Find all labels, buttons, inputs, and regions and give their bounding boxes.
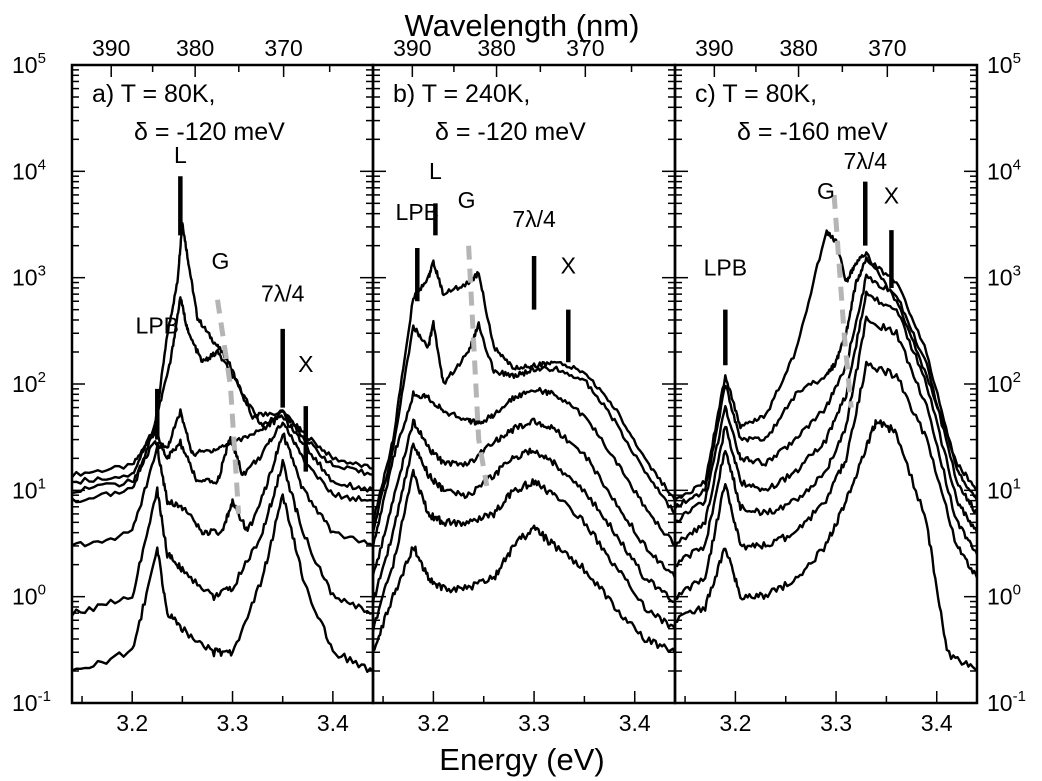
marker-label: 7λ/4 — [512, 206, 556, 232]
panel-c: 3.2 3.3 3.4 390 380 370 G LPB 7λ/4 Xc) T = 80K, δ … — [673, 35, 979, 736]
spectrum-line-b-6 — [373, 468, 675, 633]
panel-a: 3.2 3.3 3.4 390 380 370 G LPB L 7λ/4 Xa) T = 80K, δ… — [70, 35, 375, 736]
panel-title-line1: c) T = 80K, — [695, 80, 817, 108]
spectrum-line-a-6 — [72, 458, 373, 617]
x2-tick-label: 370 — [264, 35, 302, 61]
panel-b: 3.2 3.3 3.4 390 380 370 G LPB L 7λ/4Xb) T = 240K,… — [371, 35, 677, 736]
x2-tick-label: 380 — [477, 35, 515, 61]
x2-tick-label: 390 — [393, 35, 431, 61]
x-tick-label: 3.3 — [820, 710, 852, 736]
spectrum-line-c-4 — [675, 290, 977, 549]
g-guide-line — [215, 299, 242, 515]
spectrum-line-b-7 — [373, 524, 675, 653]
x-tick-label: 3.4 — [317, 710, 349, 736]
x-tick-label: 3.3 — [518, 710, 550, 736]
panel-frame — [371, 63, 677, 705]
y-tick-label: 100 — [987, 582, 1021, 610]
x2-tick-label: 390 — [92, 35, 130, 61]
top-axis-title: Wavelength (nm) — [405, 8, 640, 43]
marker-label: X — [298, 351, 313, 377]
g-label: G — [458, 187, 476, 213]
panel-title-line2: δ = -120 meV — [435, 118, 586, 146]
marker-label: X — [561, 252, 576, 278]
y-tick-label: 102 — [987, 369, 1021, 397]
spectrum-line-b-5 — [373, 442, 675, 604]
g-label: G — [212, 248, 230, 274]
panel-title-line2: δ = -120 meV — [134, 118, 285, 146]
x2-tick-label: 390 — [695, 35, 733, 61]
spectrum-line-a-7 — [72, 493, 373, 673]
panel-title-line2: δ = -160 meV — [737, 118, 888, 146]
x-tick-label: 3.4 — [921, 710, 953, 736]
spectrum-line-c-6 — [675, 360, 977, 600]
curves — [72, 222, 373, 673]
y-tick-label: 103 — [12, 263, 46, 291]
x-tick-label: 3.3 — [217, 710, 249, 736]
g-label: G — [817, 178, 835, 204]
y-tick-label: 105 — [987, 50, 1021, 78]
y-tick-label: 101 — [987, 475, 1021, 503]
spectrum-line-b-4 — [373, 417, 675, 579]
curves — [373, 259, 675, 653]
x2-tick-label: 370 — [868, 35, 906, 61]
curves — [675, 229, 977, 672]
panel-title-line1: a) T = 80K, — [92, 80, 215, 108]
y-tick-label: 104 — [987, 156, 1021, 184]
spectrum-line-b-2 — [373, 319, 675, 533]
x-tick-label: 3.2 — [719, 710, 751, 736]
spectrum-line-c-3 — [675, 273, 977, 523]
g-guide-line — [466, 245, 490, 487]
y-tick-label: 104 — [12, 156, 46, 184]
spectrum-line-c-1 — [675, 229, 977, 501]
x-tick-label: 3.2 — [417, 710, 449, 736]
spectrum-line-b-1 — [373, 259, 675, 522]
panel-title-line1: b) T = 240K, — [393, 80, 530, 108]
marker-label: 7λ/4 — [844, 148, 888, 174]
x-tick-label: 3.4 — [619, 710, 651, 736]
spectrum-line-c-5 — [675, 315, 977, 568]
spectrum-line-c-2 — [675, 256, 977, 510]
y-tick-label: 102 — [12, 369, 46, 397]
marker-label: LPB — [396, 199, 439, 225]
spectrum-line-b-3 — [373, 386, 675, 548]
marker-label: L — [174, 142, 187, 168]
marker-label: X — [884, 182, 899, 208]
spectrum-line-a-5 — [72, 432, 373, 548]
x-tick-label: 3.2 — [116, 710, 148, 736]
g-guide-line — [831, 194, 854, 408]
y-tick-labels-left: 10-1 100 101 102 103 104 105 — [12, 50, 51, 716]
y-tick-label: 10-1 — [12, 688, 51, 716]
x2-tick-label: 380 — [779, 35, 817, 61]
bottom-axis-title: Energy (eV) — [439, 742, 604, 777]
x2-tick-label: 380 — [176, 35, 214, 61]
spectrum-line-a-3 — [72, 408, 373, 495]
y-tick-label: 10-1 — [987, 688, 1026, 716]
y-tick-label: 103 — [987, 263, 1021, 291]
marker-label: LPB — [136, 312, 179, 338]
y-tick-label: 105 — [12, 50, 46, 78]
x2-tick-label: 370 — [566, 35, 604, 61]
spectrum-line-c-7 — [675, 419, 977, 672]
y-tick-label: 100 — [12, 582, 46, 610]
marker-label: 7λ/4 — [261, 280, 305, 306]
y-tick-labels-right: 10-1 100 101 102 103 104 105 — [987, 50, 1026, 716]
panel-frame — [70, 63, 375, 705]
y-tick-label: 101 — [12, 475, 46, 503]
marker-label: LPB — [704, 254, 747, 280]
marker-label: L — [429, 158, 442, 184]
